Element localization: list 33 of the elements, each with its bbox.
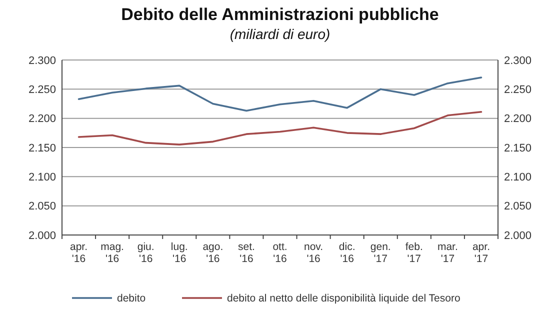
line-series <box>78 76 482 112</box>
chart-subtitle: (miliardi di euro) <box>230 26 330 42</box>
x-tick-label: apr. '16 <box>70 241 88 265</box>
y2-tick-label: 2.300 <box>504 54 532 67</box>
y2-tick-label: 2.150 <box>504 142 532 154</box>
y2-tick-label: 2.050 <box>504 200 532 213</box>
x-tick-label: set. '16 <box>238 241 255 265</box>
y2-tick-label: 2.000 <box>504 230 532 242</box>
x-tick-label: mag. '16 <box>100 241 124 265</box>
x-tick-label: mar. '17 <box>437 241 458 265</box>
y-tick-label: 2.050 <box>28 200 56 213</box>
y2-tick-label: 2.250 <box>504 84 532 96</box>
x-tick-label: gen. '17 <box>370 241 391 265</box>
y2-tick-label: 2.100 <box>504 172 532 184</box>
x-tick-label: lug. '16 <box>170 241 188 265</box>
y2-tick-label: 2.200 <box>504 113 532 126</box>
x-tick-label: ott. '16 <box>272 241 288 265</box>
y-tick-label: 2.150 <box>28 142 56 154</box>
chart-title: Debito delle Amministrazioni pubbliche <box>121 5 439 24</box>
y-tick-label: 2.250 <box>28 84 56 96</box>
x-tick-label: apr. '17 <box>472 241 490 265</box>
x-tick-label: dic. '16 <box>338 241 356 265</box>
line-series <box>78 111 482 146</box>
y-tick-label: 2.000 <box>28 230 56 242</box>
y-tick-label: 2.300 <box>28 54 56 67</box>
y-tick-label: 2.100 <box>28 172 56 184</box>
x-tick-label: ago. '16 <box>202 241 224 265</box>
legend-label: debito <box>117 292 146 305</box>
x-tick-label: feb. '17 <box>405 241 423 265</box>
legend-label: debito al netto delle disponibilità liquide del Tesoro <box>227 292 460 305</box>
x-tick-label: nov. '16 <box>304 241 324 265</box>
y-tick-label: 2.200 <box>28 113 56 126</box>
x-tick-label: giu. '16 <box>137 241 154 265</box>
